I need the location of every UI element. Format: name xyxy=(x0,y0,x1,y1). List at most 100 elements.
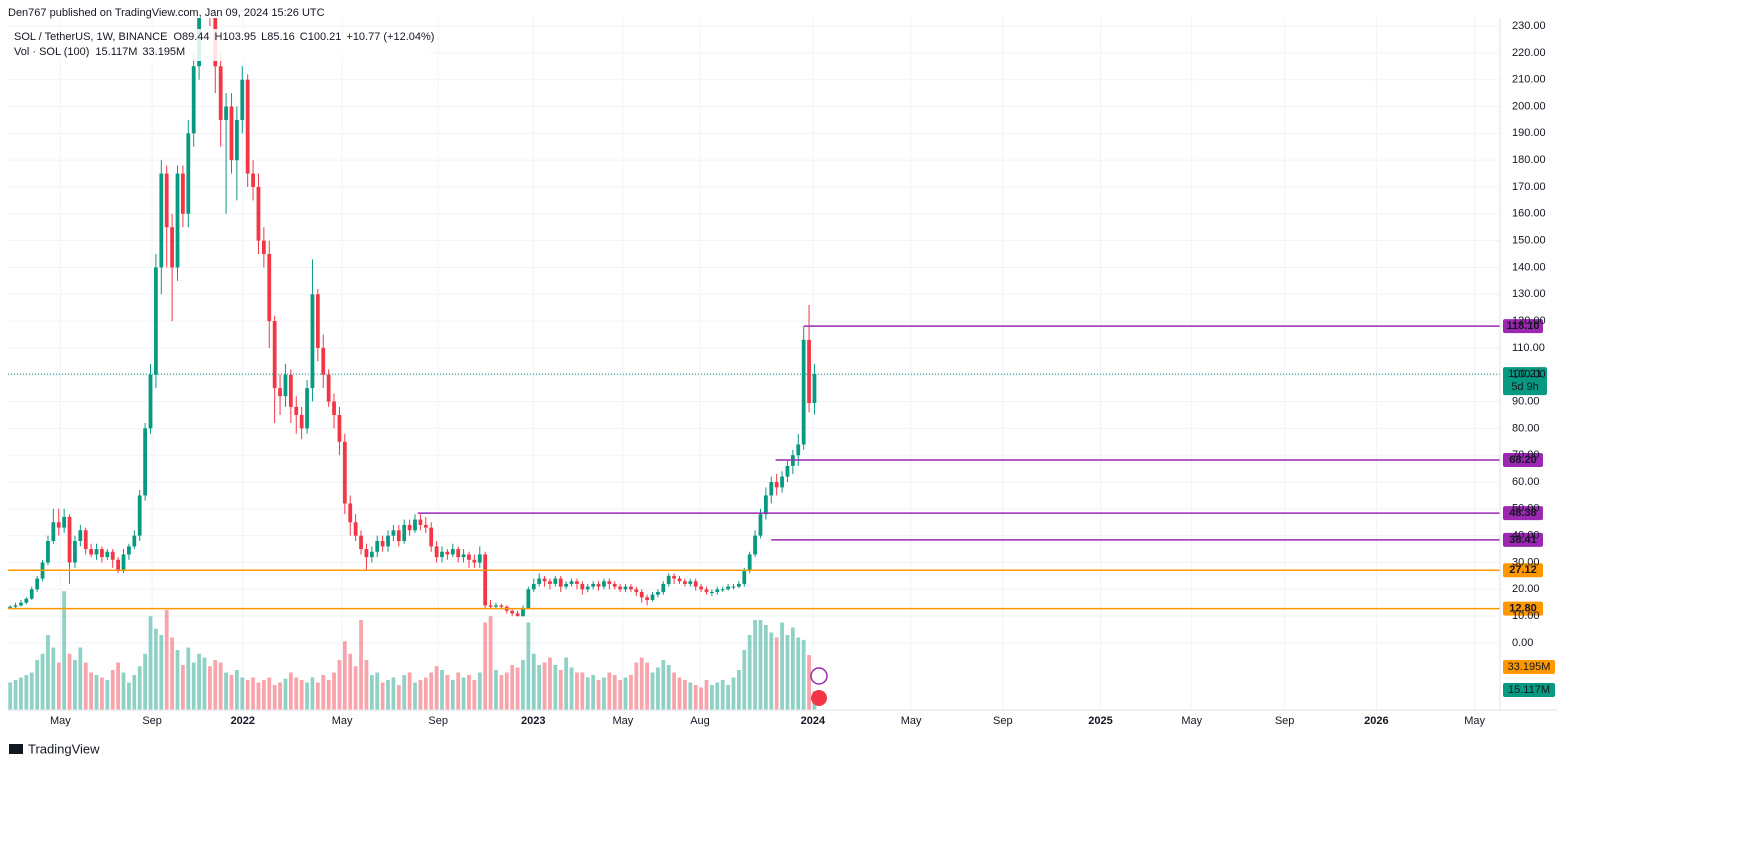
candle-body xyxy=(661,583,666,592)
volume-bar xyxy=(650,672,655,710)
volume-bar xyxy=(175,650,180,710)
volume-bar xyxy=(736,670,741,710)
volume-bar xyxy=(380,682,385,710)
volume-bar xyxy=(693,685,698,710)
candle-body xyxy=(434,546,439,558)
x-tick-label: May xyxy=(50,715,71,727)
volume-bar xyxy=(413,682,417,710)
candle-body xyxy=(558,578,563,587)
candle-body xyxy=(634,589,639,592)
volume-legend-value: 15.117M xyxy=(95,46,137,58)
candle-body xyxy=(396,530,401,542)
volume-bar xyxy=(315,682,320,710)
event-icon[interactable] xyxy=(810,667,828,685)
volume-bar xyxy=(623,677,628,710)
volume-bar xyxy=(423,677,428,710)
volume-bar xyxy=(143,653,147,710)
candle-body xyxy=(602,581,606,587)
event-icon[interactable] xyxy=(811,690,827,706)
candle-body xyxy=(688,581,693,584)
candle-body xyxy=(445,551,450,555)
volume-bar xyxy=(504,672,509,710)
candle-body xyxy=(569,581,574,584)
candle-body xyxy=(650,594,655,601)
y-tick-label: 170.00 xyxy=(1512,181,1546,193)
volume-bar xyxy=(267,677,272,710)
volume-bar xyxy=(46,635,50,710)
volume-bar xyxy=(407,672,412,710)
volume-bar xyxy=(801,640,806,710)
volume-bar xyxy=(207,666,212,710)
candle-body xyxy=(645,597,650,601)
candle-body xyxy=(110,551,115,560)
volume-bar xyxy=(56,662,61,710)
candle-body xyxy=(785,465,790,477)
candle-body xyxy=(278,388,282,397)
volume-bar xyxy=(499,675,504,710)
volume-bar xyxy=(294,677,299,710)
candle-body xyxy=(747,554,752,571)
candle-body xyxy=(683,581,687,584)
volume-bar xyxy=(467,675,471,710)
volume-bar xyxy=(186,647,191,710)
level-label: 118.10 xyxy=(1506,320,1539,332)
candle-body xyxy=(13,605,18,607)
candle-body xyxy=(553,578,558,584)
volume-bar xyxy=(602,677,606,710)
volume-bar xyxy=(558,670,563,710)
y-tick-label: 60.00 xyxy=(1512,476,1540,488)
candle-body xyxy=(299,414,304,429)
volume-bar xyxy=(731,677,736,710)
candle-body xyxy=(537,578,542,584)
candle-body xyxy=(704,589,709,592)
volume-bar xyxy=(494,670,498,710)
x-tick-label: Sep xyxy=(993,715,1013,727)
volume-bar xyxy=(688,682,693,710)
y-tick-label: 230.00 xyxy=(1512,20,1546,32)
candle-body xyxy=(521,608,525,617)
candle-body xyxy=(267,254,272,322)
candle-body xyxy=(612,583,617,587)
volume-bar xyxy=(51,647,56,710)
candle-body xyxy=(51,522,56,542)
candle-body xyxy=(143,428,147,496)
volume-bar xyxy=(510,665,515,710)
volume-bar xyxy=(229,675,234,710)
y-tick-label: 50.00 xyxy=(1512,503,1540,515)
volume-bar xyxy=(261,680,266,710)
volume-bar xyxy=(40,653,45,710)
candle-body xyxy=(440,551,444,558)
candle-body xyxy=(618,586,623,590)
candle-body xyxy=(62,516,67,528)
volume-bar xyxy=(148,616,153,710)
volume-bar xyxy=(164,610,169,710)
volume-bar xyxy=(785,635,790,710)
candle-body xyxy=(477,554,482,563)
volume-bar xyxy=(337,660,342,710)
volume-bar xyxy=(197,653,201,710)
candle-body xyxy=(251,173,255,187)
candle-body xyxy=(234,119,239,161)
candle-body xyxy=(666,575,671,584)
candle-body xyxy=(564,583,569,587)
volume-bar xyxy=(456,672,461,710)
volume-bar xyxy=(753,620,757,710)
volume-bar xyxy=(477,672,482,710)
candle-body xyxy=(353,522,358,536)
volume-bar xyxy=(677,677,682,710)
candle-body xyxy=(763,495,768,515)
candle-body xyxy=(499,605,504,607)
volume-bar xyxy=(580,672,585,710)
volume-bar xyxy=(342,641,347,710)
level-label: 48.38 xyxy=(1509,507,1537,519)
x-tick-label: 2023 xyxy=(521,715,545,727)
candle-body xyxy=(100,549,104,558)
volume-bar xyxy=(13,680,18,710)
candle-body xyxy=(73,541,77,563)
volume-bar xyxy=(807,655,811,710)
volume-bar xyxy=(137,666,142,710)
volume-bar xyxy=(256,682,261,710)
candle-body xyxy=(170,227,174,268)
y-tick-label: 40.00 xyxy=(1512,530,1540,542)
candle-body xyxy=(181,173,185,214)
